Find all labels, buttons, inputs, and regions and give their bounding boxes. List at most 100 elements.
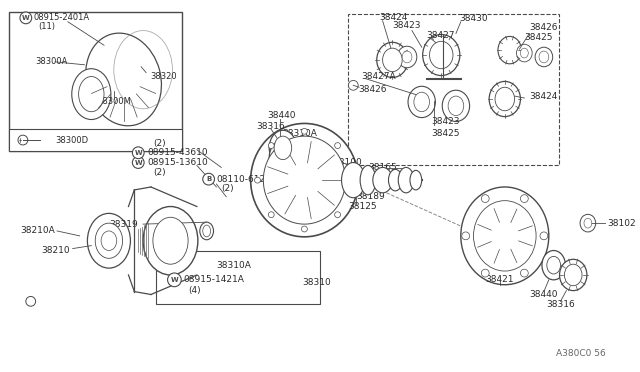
Text: B: B — [206, 176, 211, 182]
Text: 38165: 38165 — [368, 163, 397, 172]
Ellipse shape — [72, 69, 111, 119]
Text: 38426: 38426 — [358, 85, 387, 94]
Text: 38300A: 38300A — [36, 57, 68, 66]
Text: 38310A: 38310A — [216, 261, 252, 270]
Text: 38120: 38120 — [371, 173, 399, 182]
Text: 38310: 38310 — [303, 278, 332, 287]
Text: 08915-1421A: 08915-1421A — [183, 275, 244, 284]
Text: 38102: 38102 — [607, 219, 636, 228]
Ellipse shape — [383, 48, 402, 72]
Ellipse shape — [540, 232, 548, 240]
Text: 38300D: 38300D — [55, 135, 88, 145]
Ellipse shape — [448, 96, 464, 116]
Ellipse shape — [301, 128, 307, 134]
Text: 38100: 38100 — [333, 158, 362, 167]
Ellipse shape — [301, 226, 307, 232]
Text: 38319: 38319 — [109, 219, 138, 229]
Text: 38427A: 38427A — [361, 72, 396, 81]
Circle shape — [20, 12, 32, 24]
Text: 38189: 38189 — [356, 192, 385, 201]
Ellipse shape — [580, 214, 596, 232]
Bar — [9, 129, 182, 151]
Text: 08110-61210: 08110-61210 — [216, 175, 277, 184]
Text: (2): (2) — [221, 185, 234, 193]
Ellipse shape — [559, 259, 587, 291]
Ellipse shape — [26, 296, 36, 306]
Ellipse shape — [520, 195, 528, 202]
Text: 38421: 38421 — [486, 275, 514, 284]
Text: W: W — [22, 15, 29, 21]
Ellipse shape — [414, 92, 429, 112]
Text: (4): (4) — [188, 286, 201, 295]
Ellipse shape — [251, 124, 358, 237]
Ellipse shape — [539, 51, 548, 63]
Ellipse shape — [269, 140, 296, 175]
Ellipse shape — [95, 223, 123, 258]
Circle shape — [203, 173, 214, 185]
Ellipse shape — [429, 41, 453, 69]
Ellipse shape — [481, 195, 489, 202]
Ellipse shape — [516, 44, 532, 62]
Ellipse shape — [498, 36, 522, 64]
Text: W: W — [134, 150, 142, 156]
Text: A380C0 56: A380C0 56 — [556, 349, 605, 357]
Ellipse shape — [410, 170, 422, 190]
Text: 38210: 38210 — [41, 246, 70, 255]
Ellipse shape — [255, 177, 260, 183]
Ellipse shape — [79, 77, 104, 112]
Ellipse shape — [143, 206, 198, 275]
Ellipse shape — [397, 46, 417, 68]
Text: 38440: 38440 — [530, 290, 558, 299]
Text: (11): (11) — [38, 22, 56, 31]
Ellipse shape — [200, 222, 214, 240]
Ellipse shape — [461, 187, 548, 285]
Bar — [348, 14, 559, 166]
Ellipse shape — [422, 35, 460, 76]
Ellipse shape — [274, 136, 292, 160]
Text: 38300M: 38300M — [97, 97, 131, 106]
Text: 38310A: 38310A — [282, 129, 317, 138]
Text: 38423: 38423 — [392, 21, 421, 30]
Ellipse shape — [348, 80, 358, 90]
Text: 38316: 38316 — [256, 122, 285, 131]
Text: 38427: 38427 — [427, 31, 455, 40]
Text: (2): (2) — [153, 140, 166, 148]
Text: 08915-43610: 08915-43610 — [147, 148, 207, 157]
Ellipse shape — [373, 167, 392, 193]
Text: 38320: 38320 — [150, 72, 177, 81]
Ellipse shape — [268, 212, 274, 218]
Ellipse shape — [348, 177, 355, 183]
Ellipse shape — [101, 231, 116, 250]
Polygon shape — [116, 197, 143, 285]
Ellipse shape — [474, 201, 536, 271]
Ellipse shape — [542, 250, 565, 280]
Ellipse shape — [520, 48, 528, 58]
Ellipse shape — [342, 163, 365, 198]
Circle shape — [168, 273, 181, 287]
Ellipse shape — [203, 225, 211, 237]
Text: (2): (2) — [153, 168, 166, 177]
Text: 38426: 38426 — [529, 23, 557, 32]
Circle shape — [132, 157, 144, 169]
Ellipse shape — [153, 217, 188, 264]
Ellipse shape — [547, 256, 561, 274]
Ellipse shape — [18, 135, 28, 145]
Ellipse shape — [268, 142, 274, 148]
Ellipse shape — [263, 136, 346, 224]
Ellipse shape — [584, 218, 592, 228]
Ellipse shape — [462, 232, 470, 240]
Ellipse shape — [495, 87, 515, 111]
Text: 38210A: 38210A — [20, 227, 55, 235]
Circle shape — [132, 147, 144, 158]
Text: 38423: 38423 — [431, 117, 460, 126]
Text: 08915-2401A: 08915-2401A — [34, 13, 90, 22]
Text: 38424: 38424 — [380, 13, 408, 22]
Text: 08915-13610: 08915-13610 — [147, 158, 208, 167]
Ellipse shape — [269, 130, 296, 166]
Text: 38125: 38125 — [348, 202, 377, 211]
Ellipse shape — [489, 81, 520, 116]
Text: 38316: 38316 — [546, 300, 575, 309]
Ellipse shape — [335, 212, 340, 218]
Text: 38430: 38430 — [459, 15, 488, 23]
Text: 38425: 38425 — [524, 33, 553, 42]
